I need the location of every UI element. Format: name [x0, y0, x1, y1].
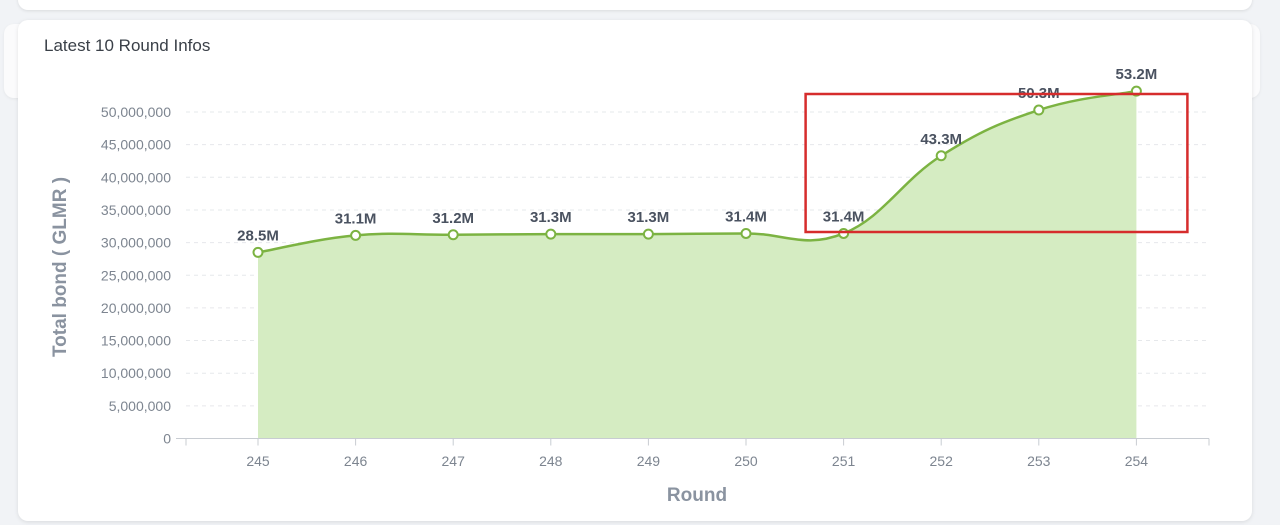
highlight-box [804, 92, 1189, 234]
x-tick-label: 254 [1125, 453, 1149, 469]
y-tick-label: 10,000,000 [101, 365, 171, 381]
y-tick-label: 50,000,000 [101, 104, 171, 120]
data-point[interactable] [545, 228, 557, 240]
data-point[interactable] [935, 150, 947, 162]
area-fill [258, 91, 1137, 439]
x-tick-label: 248 [539, 453, 563, 469]
data-point[interactable] [838, 227, 850, 239]
data-point[interactable] [1033, 104, 1045, 116]
data-label: 31.3M [628, 209, 670, 226]
data-point[interactable] [642, 228, 654, 240]
x-tick-label: 247 [442, 453, 466, 469]
x-tick-label: 251 [832, 453, 856, 469]
card-title: Latest 10 Round Infos [44, 36, 211, 55]
x-tick-label: 249 [637, 453, 661, 469]
data-label: 31.1M [335, 210, 377, 227]
x-tick-label: 253 [1027, 453, 1051, 469]
x-tick-label: 250 [734, 453, 758, 469]
y-tick-label: 0 [163, 431, 171, 447]
data-point[interactable] [447, 229, 459, 241]
top-card [18, 0, 1252, 10]
data-point[interactable] [740, 227, 752, 239]
data-label: 53.2M [1116, 66, 1158, 83]
x-tick-label: 252 [930, 453, 954, 469]
y-tick-label: 45,000,000 [101, 137, 171, 153]
data-label: 31.4M [823, 208, 865, 225]
data-label: 31.2M [432, 210, 474, 227]
data-label: 43.3M [920, 131, 962, 148]
x-tick-label: 246 [344, 453, 368, 469]
y-tick-label: 20,000,000 [101, 300, 171, 316]
x-tick-label: 245 [246, 453, 270, 469]
y-tick-label: 15,000,000 [101, 333, 171, 349]
data-label: 31.3M [530, 209, 572, 226]
data-point[interactable] [252, 246, 264, 258]
series-line [257, 89, 1137, 254]
data-point[interactable] [350, 229, 362, 241]
y-tick-label: 30,000,000 [101, 235, 171, 251]
y-axis-title: Total bond ( GLMR ) [50, 177, 71, 357]
y-tick-label: 35,000,000 [101, 202, 171, 218]
y-tick-label: 40,000,000 [101, 169, 171, 185]
data-label: 28.5M [237, 227, 279, 244]
y-tick-label: 5,000,000 [109, 398, 171, 414]
data-label: 31.4M [725, 208, 767, 225]
y-tick-label: 25,000,000 [101, 267, 171, 283]
x-axis-title: Round [667, 485, 727, 506]
